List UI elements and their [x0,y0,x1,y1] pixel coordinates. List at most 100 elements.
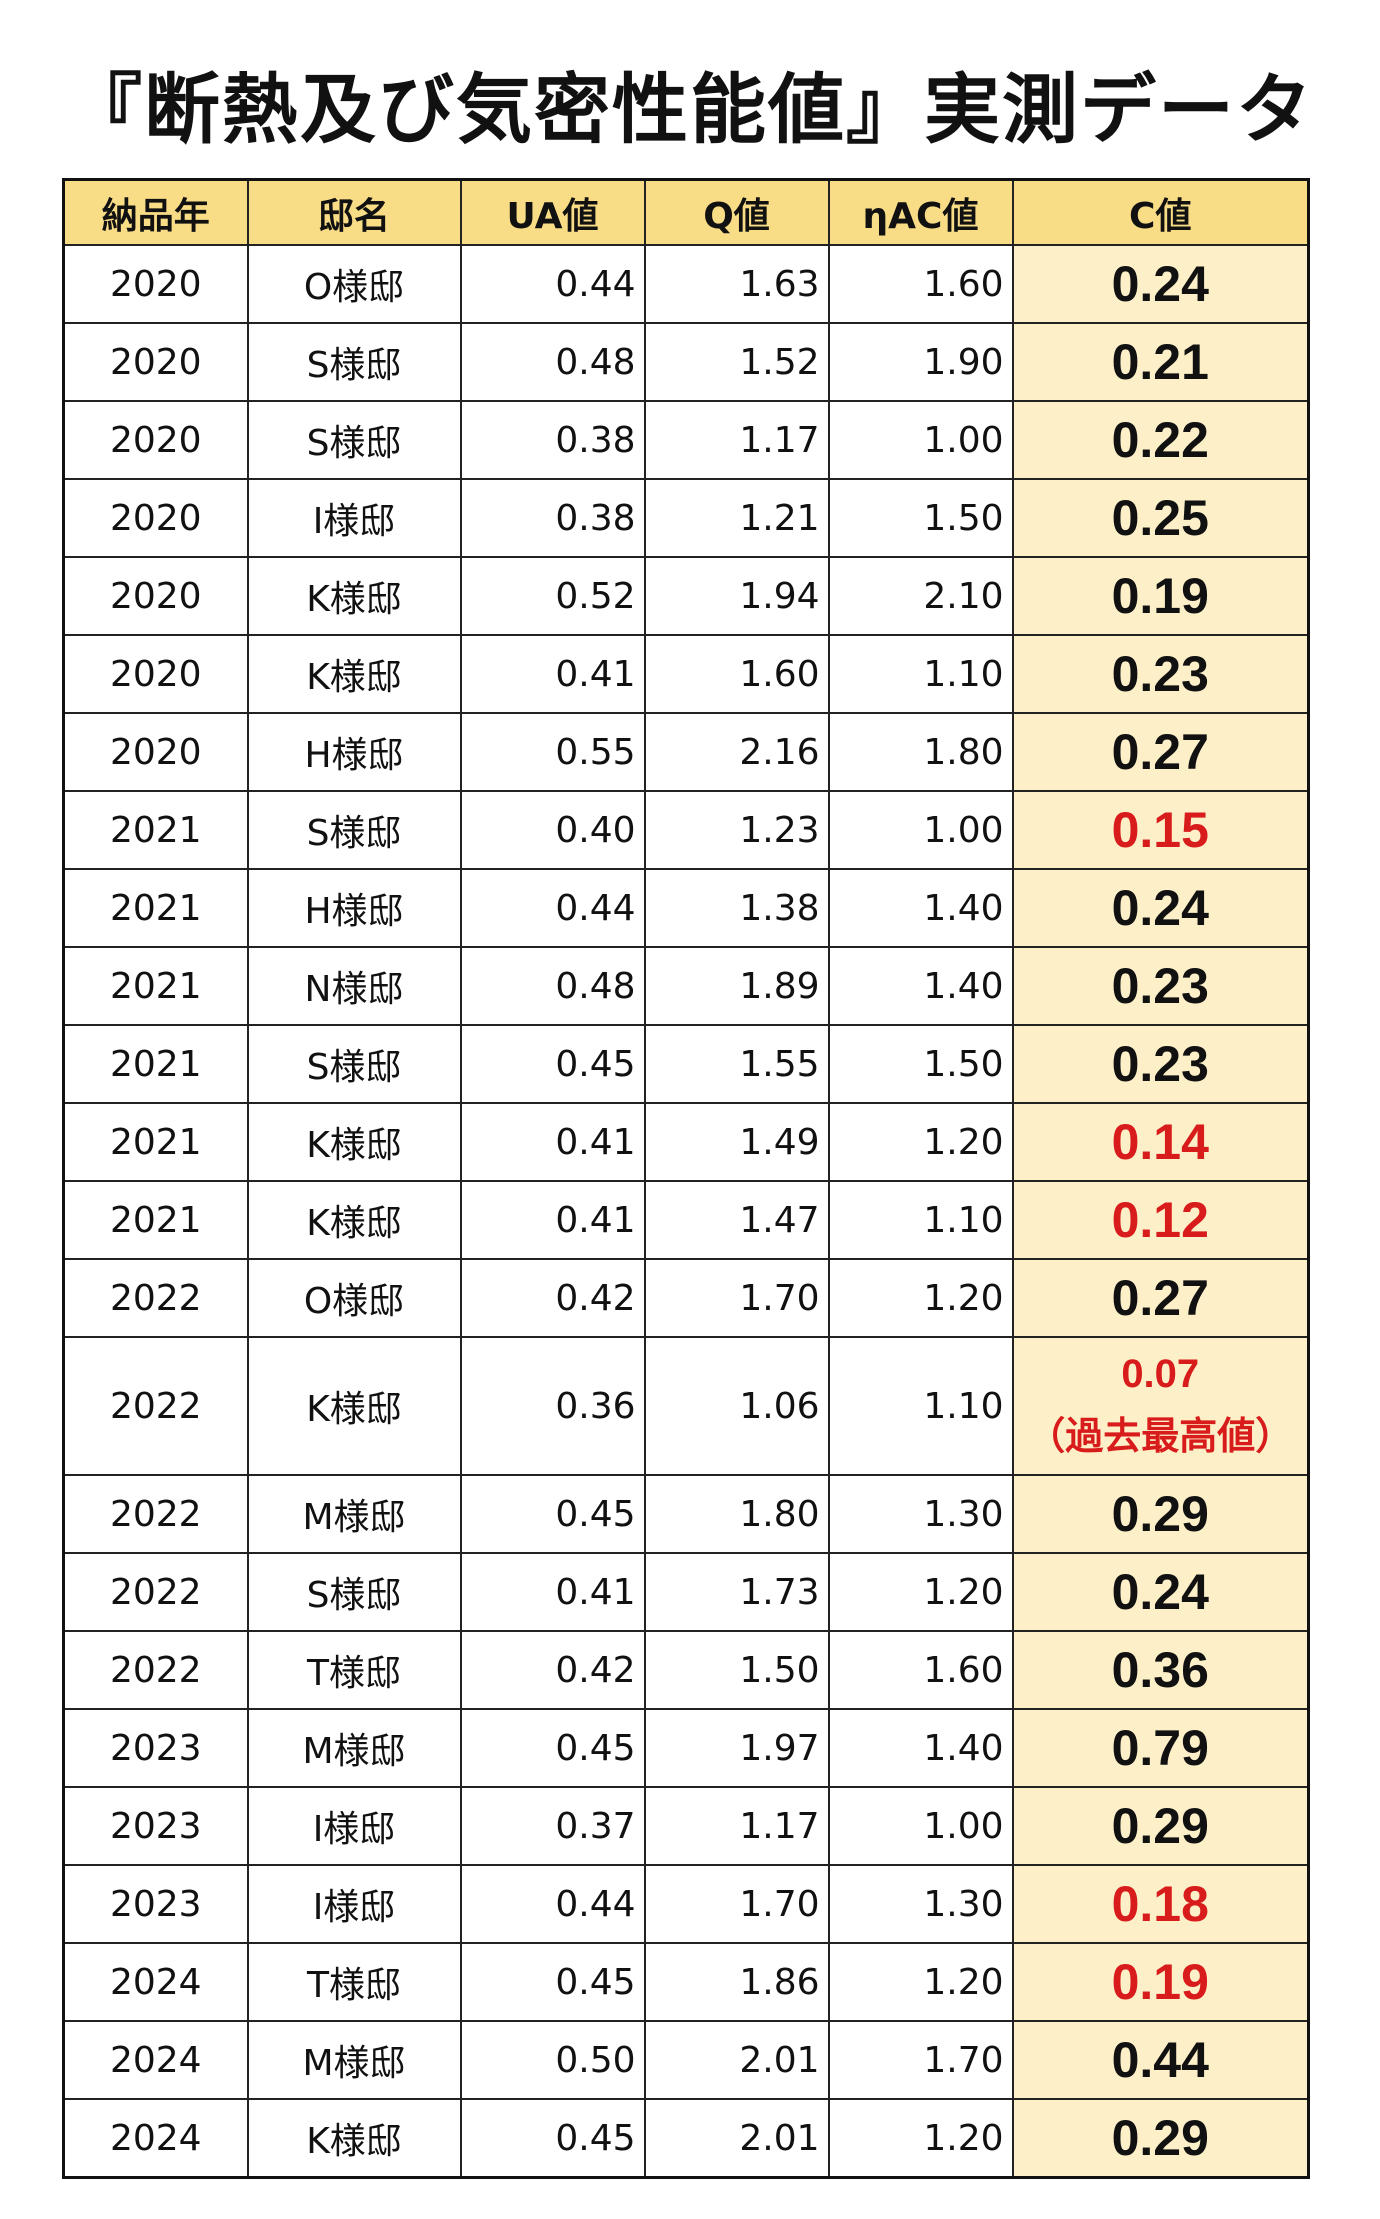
cell-house-name: S様邸 [246,1024,462,1104]
cell-c-value: 0.14 [1011,1102,1310,1182]
table-body: 2020 O様邸 0.44 1.63 1.60 0.24 2020 S様邸 0.48 1.52 1.… [62,244,1310,2179]
cell-ua-value: 0.44 [459,868,646,948]
table-row: 2020 K様邸 0.52 1.94 2.10 0.19 [62,556,1310,636]
cell-c-value: 0.29 [1011,1786,1310,1866]
cell-year: 2021 [62,1180,249,1260]
record-note: （過去最高値） [1027,1416,1294,1458]
cell-year: 2021 [62,790,249,870]
cell-year: 2022 [62,1552,249,1632]
column-header-year: 納品年 [62,178,249,246]
cell-q-value: 1.23 [643,790,830,870]
table-row: 2022 O様邸 0.42 1.70 1.20 0.27 [62,1258,1310,1338]
cell-year: 2022 [62,1336,249,1476]
cell-ua-value: 0.45 [459,2098,646,2179]
cell-house-name: K様邸 [246,1102,462,1182]
cell-q-value: 1.21 [643,478,830,558]
cell-q-value: 2.01 [643,2098,830,2179]
cell-eta-ac-value: 1.30 [827,1474,1014,1554]
cell-house-name: T様邸 [246,1630,462,1710]
cell-q-value: 1.60 [643,634,830,714]
table-row: 2022 K様邸 0.36 1.06 1.10 0.07 （過去最高値） [62,1336,1310,1476]
cell-ua-value: 0.38 [459,400,646,480]
column-header-eta-ac: ηAC値 [827,178,1014,246]
cell-house-name: K様邸 [246,556,462,636]
column-header-c: C値 [1011,178,1310,246]
cell-eta-ac-value: 1.10 [827,634,1014,714]
cell-c-value: 0.79 [1011,1708,1310,1788]
cell-eta-ac-value: 1.60 [827,244,1014,324]
cell-eta-ac-value: 1.20 [827,1552,1014,1632]
cell-house-name: M様邸 [246,1708,462,1788]
cell-eta-ac-value: 1.30 [827,1864,1014,1944]
column-header-ua: UA値 [459,178,646,246]
cell-eta-ac-value: 1.90 [827,322,1014,402]
cell-year: 2021 [62,1102,249,1182]
cell-q-value: 1.97 [643,1708,830,1788]
cell-ua-value: 0.40 [459,790,646,870]
cell-year: 2021 [62,946,249,1026]
cell-house-name: S様邸 [246,400,462,480]
cell-eta-ac-value: 1.40 [827,868,1014,948]
cell-c-value: 0.15 [1011,790,1310,870]
cell-eta-ac-value: 1.20 [827,1102,1014,1182]
table-row: 2021 N様邸 0.48 1.89 1.40 0.23 [62,946,1310,1026]
table-row: 2022 M様邸 0.45 1.80 1.30 0.29 [62,1474,1310,1554]
cell-eta-ac-value: 1.20 [827,1258,1014,1338]
cell-eta-ac-value: 1.00 [827,400,1014,480]
cell-q-value: 1.49 [643,1102,830,1182]
cell-ua-value: 0.41 [459,1552,646,1632]
cell-eta-ac-value: 1.20 [827,2098,1014,2179]
cell-c-value: 0.19 [1011,1942,1310,2022]
cell-c-value: 0.25 [1011,478,1310,558]
cell-year: 2023 [62,1708,249,1788]
cell-eta-ac-value: 1.10 [827,1336,1014,1476]
cell-year: 2020 [62,400,249,480]
cell-c-value: 0.21 [1011,322,1310,402]
cell-q-value: 1.80 [643,1474,830,1554]
column-header-name: 邸名 [246,178,462,246]
cell-ua-value: 0.45 [459,1708,646,1788]
cell-q-value: 1.89 [643,946,830,1026]
cell-eta-ac-value: 1.00 [827,790,1014,870]
cell-house-name: M様邸 [246,2020,462,2100]
cell-year: 2022 [62,1258,249,1338]
cell-eta-ac-value: 1.20 [827,1942,1014,2022]
table-row: 2021 K様邸 0.41 1.49 1.20 0.14 [62,1102,1310,1182]
cell-house-name: O様邸 [246,1258,462,1338]
cell-eta-ac-value: 1.40 [827,1708,1014,1788]
cell-eta-ac-value: 1.10 [827,1180,1014,1260]
table-row: 2024 T様邸 0.45 1.86 1.20 0.19 [62,1942,1310,2022]
cell-ua-value: 0.52 [459,556,646,636]
table-row: 2022 S様邸 0.41 1.73 1.20 0.24 [62,1552,1310,1632]
cell-ua-value: 0.44 [459,244,646,324]
cell-year: 2022 [62,1630,249,1710]
cell-q-value: 1.17 [643,400,830,480]
column-header-q: Q値 [643,178,830,246]
cell-eta-ac-value: 1.60 [827,1630,1014,1710]
cell-eta-ac-value: 1.70 [827,2020,1014,2100]
cell-c-value: 0.12 [1011,1180,1310,1260]
table-row: 2020 S様邸 0.48 1.52 1.90 0.21 [62,322,1310,402]
cell-ua-value: 0.42 [459,1630,646,1710]
cell-ua-value: 0.41 [459,634,646,714]
cell-house-name: K様邸 [246,2098,462,2179]
cell-house-name: I様邸 [246,1786,462,1866]
cell-q-value: 1.94 [643,556,830,636]
cell-ua-value: 0.45 [459,1474,646,1554]
cell-house-name: O様邸 [246,244,462,324]
cell-house-name: H様邸 [246,868,462,948]
cell-house-name: I様邸 [246,478,462,558]
cell-ua-value: 0.48 [459,946,646,1026]
cell-year: 2020 [62,244,249,324]
cell-c-value: 0.27 [1011,712,1310,792]
cell-eta-ac-value: 1.50 [827,478,1014,558]
table-row: 2020 I様邸 0.38 1.21 1.50 0.25 [62,478,1310,558]
cell-ua-value: 0.55 [459,712,646,792]
cell-q-value: 1.17 [643,1786,830,1866]
cell-q-value: 2.16 [643,712,830,792]
cell-c-value: 0.24 [1011,868,1310,948]
cell-ua-value: 0.41 [459,1180,646,1260]
cell-house-name: S様邸 [246,790,462,870]
page-title: 『断熱及び気密性能値』実測データ [66,65,1314,154]
cell-year: 2020 [62,556,249,636]
